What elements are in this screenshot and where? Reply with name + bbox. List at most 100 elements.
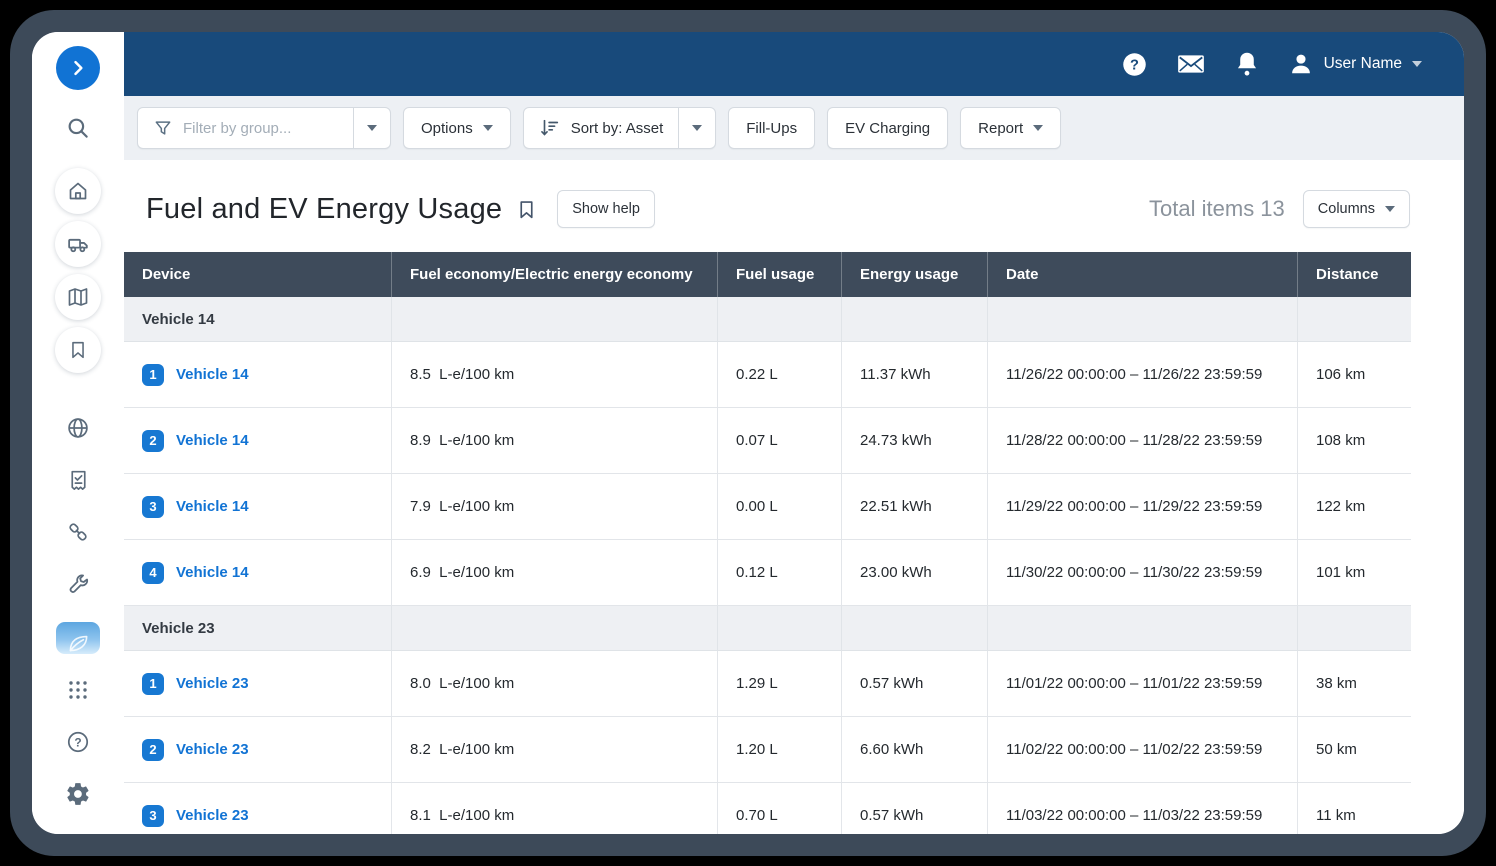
device-link[interactable]: Vehicle 14: [176, 564, 249, 581]
sidebar-item-fuel-ev-active[interactable]: [56, 622, 100, 654]
fuel-economy-cell: 6.9 L-e/100 km: [392, 540, 718, 605]
sidebar-item-bookmarks[interactable]: [55, 327, 101, 373]
column-header-fuel-economy[interactable]: Fuel economy/Electric energy economy: [392, 252, 718, 297]
top-header-bar: ? User Name: [124, 32, 1464, 96]
date-cell: 11/30/22 00:00:00 – 11/30/22 23:59:59: [988, 540, 1298, 605]
caret-down-icon: [1412, 61, 1422, 67]
page-title: Fuel and EV Energy Usage: [146, 193, 502, 226]
caret-down-icon: [692, 125, 702, 131]
home-icon: [66, 179, 90, 203]
fill-ups-button[interactable]: Fill-Ups: [728, 107, 815, 149]
group-row-cell: [842, 606, 988, 650]
device-link[interactable]: Vehicle 23: [176, 741, 249, 758]
user-menu[interactable]: User Name: [1288, 51, 1422, 77]
user-name-label: User Name: [1324, 55, 1402, 73]
sidebar-item-maintenance[interactable]: [64, 570, 92, 598]
sidebar-item-globe[interactable]: [64, 414, 92, 442]
help-icon[interactable]: ?: [1121, 51, 1148, 78]
report-label: Report: [978, 120, 1023, 137]
sidebar-item-settings[interactable]: [64, 780, 92, 808]
device-cell: 2 Vehicle 23: [124, 717, 392, 782]
device-cell: 3 Vehicle 23: [124, 783, 392, 834]
row-index-badge: 3: [142, 805, 164, 827]
table-row: 2Vehicle 148.9 L-e/100 km0.07 L24.73 kWh…: [124, 408, 1411, 474]
report-button[interactable]: Report: [960, 107, 1061, 149]
device-cell: 1 Vehicle 23: [124, 651, 392, 716]
sidebar-item-home[interactable]: [55, 168, 101, 214]
column-header-date[interactable]: Date: [988, 252, 1298, 297]
table-row: 3Vehicle 147.9 L-e/100 km0.00 L22.51 kWh…: [124, 474, 1411, 540]
svg-text:?: ?: [74, 735, 81, 749]
funnel-icon: [153, 118, 173, 138]
group-name-label: Vehicle 23: [124, 606, 392, 650]
distance-cell: 38 km: [1298, 651, 1411, 716]
sidebar-item-apps[interactable]: [64, 676, 92, 704]
fuel-ev-table: Device Fuel economy/Electric energy econ…: [124, 252, 1411, 834]
user-icon: [1288, 51, 1314, 77]
fuel-economy-cell: 8.5 L-e/100 km: [392, 342, 718, 407]
caret-down-icon: [1385, 206, 1395, 212]
table-body: Vehicle 141Vehicle 148.5 L-e/100 km0.22 …: [124, 297, 1411, 834]
total-items-label: Total items 13: [1149, 196, 1285, 222]
device-link[interactable]: Vehicle 14: [176, 498, 249, 515]
search-icon[interactable]: [64, 114, 92, 142]
sidebar-item-productivity[interactable]: [64, 466, 92, 494]
row-index-badge: 1: [142, 673, 164, 695]
row-index-badge: 2: [142, 739, 164, 761]
columns-label: Columns: [1318, 201, 1375, 217]
row-index-badge: 1: [142, 364, 164, 386]
sidebar-expand-button[interactable]: [56, 46, 100, 90]
caret-down-icon: [1033, 125, 1043, 131]
ev-charging-button[interactable]: EV Charging: [827, 107, 948, 149]
column-header-device[interactable]: Device: [124, 252, 392, 297]
device-cell: 3 Vehicle 14: [124, 474, 392, 539]
device-link[interactable]: Vehicle 14: [176, 432, 249, 449]
svg-text:?: ?: [1130, 57, 1139, 73]
column-header-fuel-usage[interactable]: Fuel usage: [718, 252, 842, 297]
show-help-button[interactable]: Show help: [557, 190, 655, 228]
device-link[interactable]: Vehicle 23: [176, 675, 249, 692]
sort-by-label: Sort by: Asset: [571, 120, 664, 137]
filter-by-group-input[interactable]: Filter by group...: [183, 120, 338, 137]
sidebar-item-map[interactable]: [55, 274, 101, 320]
sidebar-item-vehicles[interactable]: [55, 221, 101, 267]
sort-by-control[interactable]: Sort by: Asset: [523, 107, 717, 149]
column-header-energy-usage[interactable]: Energy usage: [842, 252, 988, 297]
vehicle-truck-icon: [66, 232, 91, 257]
group-row-cell: [392, 297, 718, 341]
bookmark-outline-icon[interactable]: [516, 198, 537, 221]
chevron-right-icon: [68, 58, 88, 78]
maintenance-wrench-icon: [66, 572, 91, 597]
group-row-cell: [392, 606, 718, 650]
columns-button[interactable]: Columns: [1303, 190, 1410, 228]
filter-by-group-control[interactable]: Filter by group...: [137, 107, 391, 149]
fuel-usage-cell: 0.07 L: [718, 408, 842, 473]
mail-icon[interactable]: [1176, 52, 1206, 76]
sidebar-item-zones[interactable]: [64, 518, 92, 546]
bell-icon[interactable]: [1234, 50, 1260, 78]
row-index-badge: 3: [142, 496, 164, 518]
options-button[interactable]: Options: [403, 107, 511, 149]
fuel-usage-cell: 1.20 L: [718, 717, 842, 782]
table-row: 4Vehicle 146.9 L-e/100 km0.12 L23.00 kWh…: [124, 540, 1411, 606]
fuel-ev-leaf-icon: [65, 632, 91, 654]
date-cell: 11/01/22 00:00:00 – 11/01/22 23:59:59: [988, 651, 1298, 716]
group-header-row: Vehicle 14: [124, 297, 1411, 342]
device-cell: 4Vehicle 14: [124, 540, 392, 605]
group-name-label: Vehicle 14: [124, 297, 392, 341]
toolbar: Filter by group... Options So: [124, 96, 1464, 160]
sort-dropdown-button[interactable]: [678, 108, 715, 148]
distance-cell: 50 km: [1298, 717, 1411, 782]
column-header-distance[interactable]: Distance: [1298, 252, 1411, 297]
filter-dropdown-button[interactable]: [353, 108, 390, 148]
device-link[interactable]: Vehicle 23: [176, 807, 249, 824]
map-icon: [66, 285, 90, 309]
zones-link-icon: [65, 519, 91, 545]
group-row-cell: [842, 297, 988, 341]
distance-cell: 122 km: [1298, 474, 1411, 539]
device-link[interactable]: Vehicle 14: [176, 366, 249, 383]
sidebar-item-support[interactable]: ?: [64, 728, 92, 756]
fuel-economy-cell: 8.9 L-e/100 km: [392, 408, 718, 473]
device-cell: 1 Vehicle 14: [124, 342, 392, 407]
settings-gear-icon: [65, 781, 91, 807]
